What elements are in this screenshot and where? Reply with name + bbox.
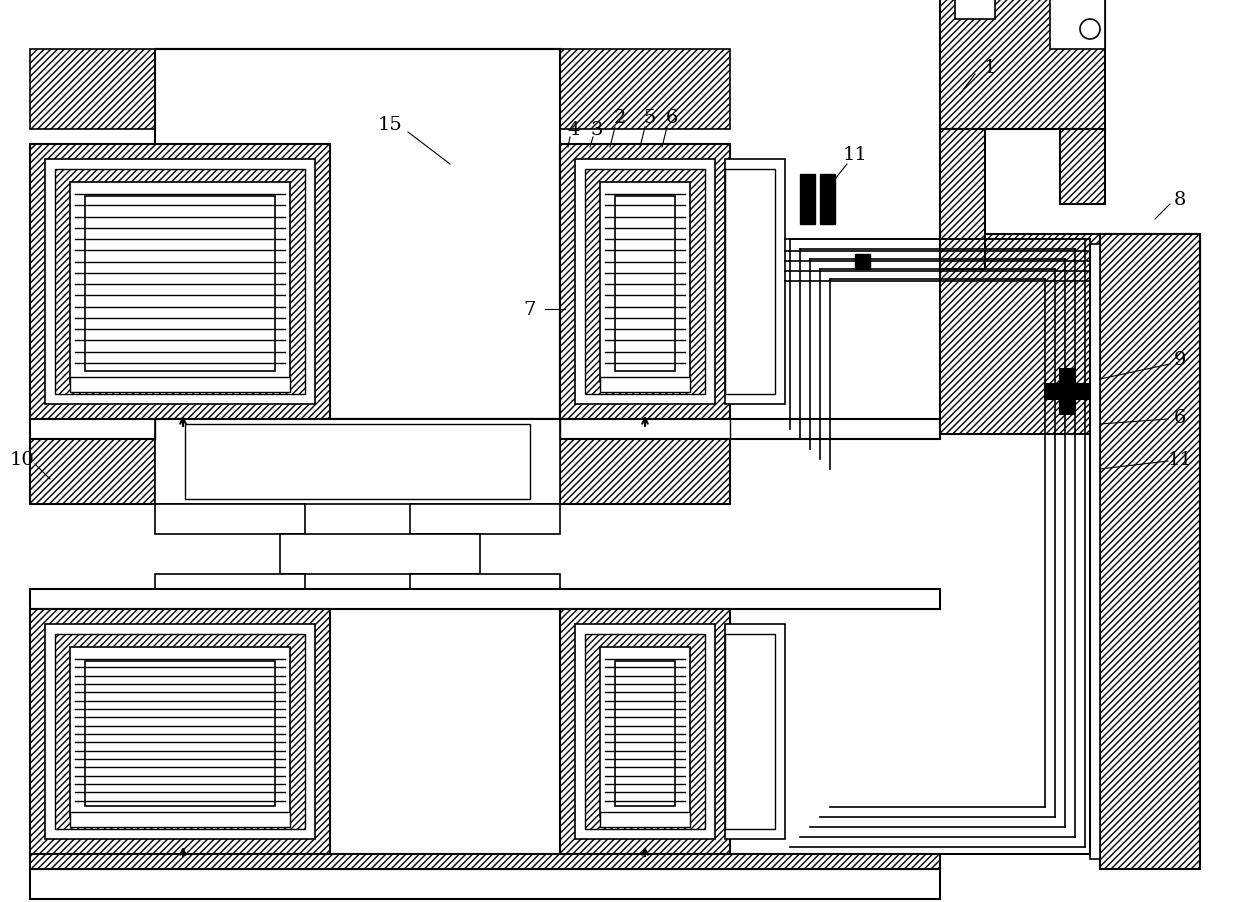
Bar [69, 812, 290, 827]
Bar [86, 661, 275, 806]
Bar [69, 183, 290, 382]
Bar [725, 624, 785, 839]
Bar [575, 624, 715, 839]
Bar [69, 648, 290, 817]
Bar [30, 610, 330, 854]
Bar [800, 175, 815, 225]
Bar [86, 197, 275, 372]
Bar [600, 648, 689, 817]
Bar [725, 634, 775, 829]
Bar [575, 160, 715, 405]
Text: 9: 9 [1174, 351, 1187, 369]
Bar [560, 145, 730, 419]
Bar [30, 50, 155, 130]
Bar [1050, 0, 1105, 50]
Text: 4: 4 [568, 121, 580, 139]
Bar [1100, 235, 1200, 869]
Bar [1045, 384, 1090, 400]
Bar [615, 197, 675, 372]
Bar [155, 575, 305, 589]
Text: 10: 10 [10, 450, 35, 468]
Bar [45, 160, 315, 405]
Bar [940, 235, 1200, 435]
Bar [955, 0, 994, 20]
Text: 6: 6 [1174, 409, 1187, 427]
Bar [1090, 244, 1100, 859]
Text: 5: 5 [644, 109, 656, 127]
Bar [185, 425, 529, 500]
Bar [585, 634, 706, 829]
Bar [560, 439, 730, 504]
Bar [1060, 370, 1075, 415]
Text: 1: 1 [983, 59, 996, 77]
Bar [820, 175, 835, 225]
Bar [600, 378, 689, 392]
Bar [69, 378, 290, 392]
Bar [560, 50, 730, 130]
Text: 6: 6 [666, 109, 678, 127]
Bar [30, 419, 940, 439]
Bar [600, 183, 689, 382]
Bar [30, 869, 940, 899]
Bar [30, 439, 155, 504]
Bar [560, 610, 730, 854]
Text: 3: 3 [590, 121, 603, 139]
Bar [55, 634, 305, 829]
Bar [30, 589, 940, 610]
Bar [940, 130, 985, 270]
Bar [940, 0, 1105, 130]
Text: 2: 2 [614, 109, 626, 127]
Text: 11: 11 [1168, 450, 1193, 468]
Bar [45, 624, 315, 839]
Bar [155, 419, 560, 504]
Bar [410, 504, 560, 534]
Bar [615, 661, 675, 806]
Bar [155, 50, 560, 419]
Bar [1060, 130, 1105, 205]
Bar [30, 854, 940, 869]
Bar [280, 534, 480, 575]
Bar [55, 170, 305, 394]
Text: 8: 8 [1174, 191, 1187, 208]
Bar [856, 254, 870, 270]
Text: 7: 7 [523, 300, 536, 318]
Bar [585, 170, 706, 394]
Text: 15: 15 [378, 115, 402, 133]
Bar [155, 504, 305, 534]
Bar [410, 575, 560, 589]
Bar [600, 812, 689, 827]
Bar [725, 160, 785, 405]
Circle shape [1080, 20, 1100, 40]
Bar [30, 145, 330, 419]
Text: 11: 11 [843, 146, 867, 164]
Bar [725, 170, 775, 394]
